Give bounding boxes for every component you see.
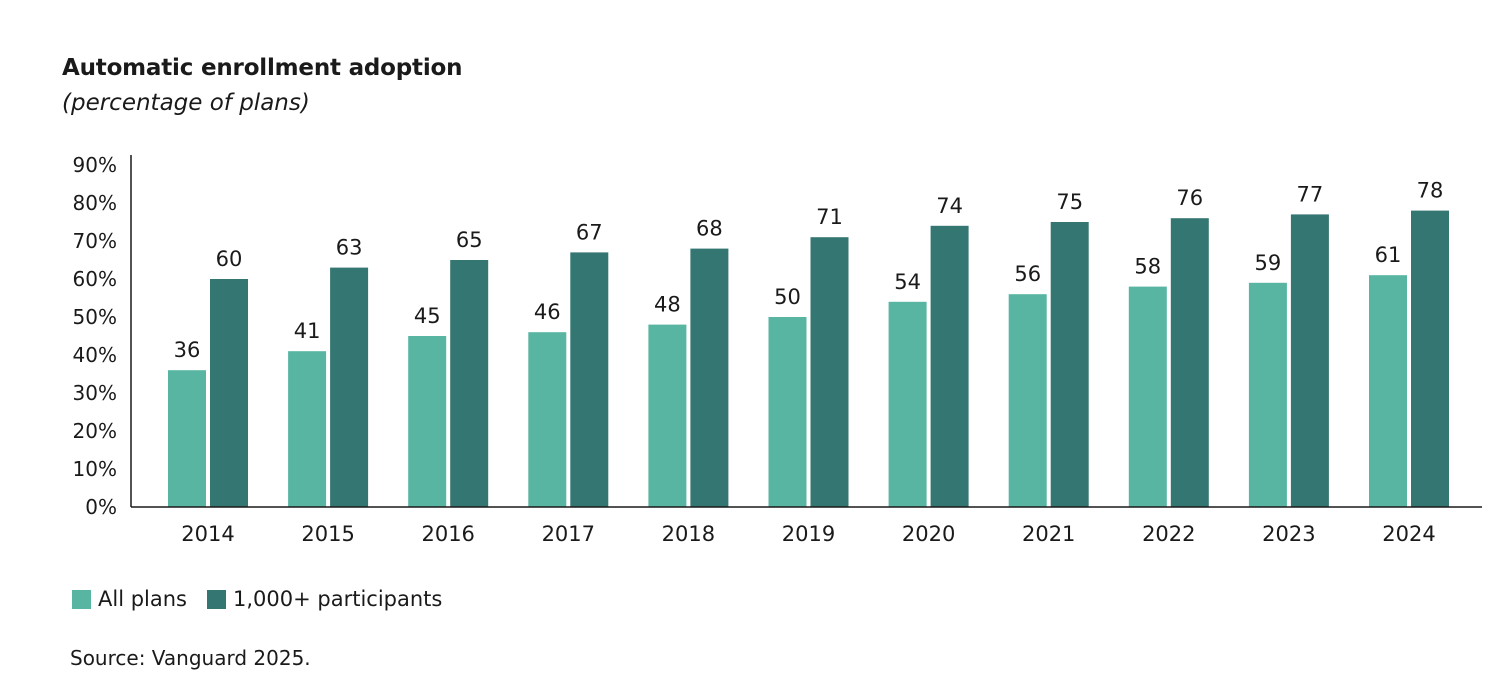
x-tick-label: 2018	[662, 522, 715, 546]
x-axis-ticks: 2014 2015 2016 2017 2018 2019 2020 2021 2022 2023…	[181, 522, 1435, 546]
y-tick-label: 60%	[73, 267, 117, 291]
x-tick-label: 2024	[1382, 522, 1435, 546]
legend-item-large-plans: 1,000+ participants	[207, 587, 442, 611]
bar-large-plans	[1170, 218, 1209, 507]
data-label-large-plans: 78	[1417, 179, 1444, 203]
bar-all-plans	[768, 317, 807, 507]
data-label-all-plans: 54	[894, 270, 921, 294]
legend-item-all-plans: All plans	[72, 587, 187, 611]
bar-all-plans	[1008, 294, 1047, 507]
data-label-all-plans: 48	[654, 293, 681, 317]
data-label-all-plans: 58	[1134, 255, 1161, 279]
data-label-large-plans: 68	[696, 217, 723, 241]
bar-all-plans	[288, 351, 327, 507]
legend-swatch-all-plans	[72, 589, 91, 609]
y-tick-label: 80%	[73, 191, 117, 215]
y-axis-ticks: 0% 10% 20% 30% 40% 50% 60% 70% 80% 90%	[73, 153, 117, 519]
chart-subtitle: (percentage of plans)	[62, 90, 310, 116]
bar-large-plans	[1290, 214, 1329, 507]
bar-large-plans	[1411, 210, 1449, 507]
y-tick-label: 30%	[73, 381, 117, 405]
bar-all-plans	[1369, 275, 1407, 507]
x-tick-label: 2023	[1262, 522, 1315, 546]
data-label-large-plans: 74	[936, 194, 963, 218]
x-tick-label: 2017	[542, 522, 595, 546]
legend-label-large-plans: 1,000+ participants	[233, 587, 443, 611]
x-tick-label: 2015	[301, 522, 354, 546]
data-label-all-plans: 36	[174, 338, 201, 362]
x-tick-label: 2019	[782, 522, 835, 546]
x-tick-label: 2022	[1142, 522, 1195, 546]
y-tick-label: 20%	[73, 419, 117, 443]
x-tick-label: 2016	[421, 522, 474, 546]
bar-all-plans	[648, 324, 687, 507]
data-label-large-plans: 65	[456, 228, 483, 252]
data-label-large-plans: 71	[816, 205, 843, 229]
bar-large-plans	[810, 237, 849, 507]
bar-all-plans	[1248, 282, 1287, 507]
x-tick-label: 2021	[1022, 522, 1075, 546]
legend-swatch-large-plans	[207, 589, 226, 609]
data-label-all-plans: 50	[774, 285, 801, 309]
y-tick-label: 40%	[73, 343, 117, 367]
data-label-large-plans: 63	[336, 236, 363, 260]
bar-all-plans	[168, 370, 206, 507]
data-label-all-plans: 45	[414, 304, 441, 328]
bar-data-labels: 36 60 41 63 45 65 46 67 48 68 50 71 54 74 56 75 58 76 59 77…	[174, 179, 1444, 363]
data-label-large-plans: 77	[1297, 182, 1324, 206]
data-label-all-plans: 59	[1255, 251, 1282, 275]
y-tick-label: 90%	[73, 153, 117, 177]
data-label-large-plans: 60	[216, 247, 243, 271]
y-tick-label: 10%	[73, 457, 117, 481]
x-tick-label: 2014	[181, 522, 234, 546]
data-label-all-plans: 61	[1375, 243, 1402, 267]
legend-label-all-plans: All plans	[98, 587, 187, 611]
y-tick-label: 0%	[85, 495, 117, 519]
bar-large-plans	[570, 252, 609, 507]
bar-all-plans	[1128, 286, 1167, 507]
y-tick-label: 50%	[73, 305, 117, 329]
bar-large-plans	[1050, 222, 1089, 507]
data-label-large-plans: 76	[1176, 186, 1203, 210]
data-label-large-plans: 67	[576, 220, 603, 244]
bar-large-plans	[690, 248, 729, 507]
bar-marks	[168, 210, 1449, 508]
legend: All plans 1,000+ participants	[72, 587, 462, 611]
bar-large-plans	[330, 267, 369, 507]
bar-all-plans	[888, 301, 927, 507]
bar-large-plans	[450, 260, 489, 507]
bar-large-plans	[210, 279, 248, 507]
source-note: Source: Vanguard 2025.	[70, 646, 311, 670]
bar-large-plans	[930, 225, 969, 508]
data-label-all-plans: 41	[294, 319, 321, 343]
chart-title: Automatic enrollment adoption	[62, 55, 463, 81]
data-label-all-plans: 46	[534, 300, 561, 324]
bar-all-plans	[408, 336, 447, 507]
x-tick-label: 2020	[902, 522, 955, 546]
y-tick-label: 70%	[73, 229, 117, 253]
bar-all-plans	[528, 332, 567, 507]
data-label-large-plans: 75	[1056, 190, 1083, 214]
data-label-all-plans: 56	[1014, 262, 1041, 286]
